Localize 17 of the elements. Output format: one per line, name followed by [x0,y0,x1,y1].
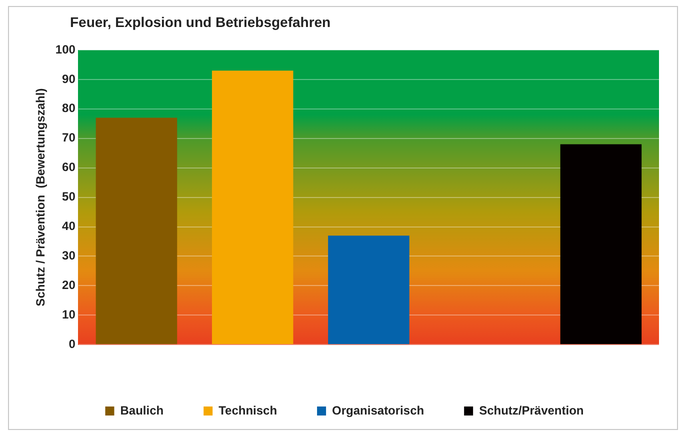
y-tick-label: 30 [62,248,76,263]
y-tick-label: 20 [62,278,76,292]
y-tick-label: 80 [62,101,76,116]
y-tick-label: 90 [62,72,76,86]
legend-label: Technisch [218,403,278,418]
legend-label: Organisatorisch [332,403,424,418]
y-tick-label: 40 [62,219,76,234]
y-tick-label: 0 [68,336,76,351]
y-tick-label: 60 [62,160,76,174]
y-tick-label: 100 [55,42,76,56]
y-tick-label: 50 [62,190,76,204]
y-tick-label: 10 [62,307,76,322]
legend-label: Baulich [120,403,164,418]
y-tick-label: 70 [62,130,76,145]
chart-title: Feuer, Explosion und Betriebsgefahren [70,14,331,30]
legend-label: Schutz/Prävention [479,403,584,418]
y-axis-title: Schutz / Prävention (Bewertungszahl) [34,88,48,306]
